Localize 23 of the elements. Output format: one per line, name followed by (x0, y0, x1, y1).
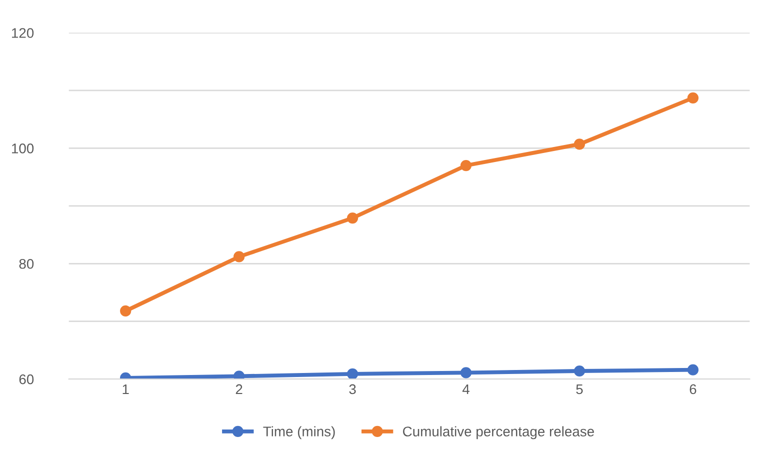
point (346, 368, 358, 380)
y-tick-label: 100 (12, 144, 34, 154)
x-tick-label: 4 (462, 384, 470, 394)
x-tick-label: 1 (122, 384, 129, 394)
y-tick-label: 120 (12, 28, 34, 38)
y-tick-label: 60 (19, 374, 34, 384)
point (346, 212, 358, 224)
point (460, 367, 472, 378)
point (687, 92, 699, 104)
y-tick-label: 80 (19, 258, 34, 269)
point (574, 365, 586, 377)
point (120, 305, 132, 317)
point (234, 251, 245, 262)
x-tick-label: 3 (349, 384, 356, 394)
x-tick-label: 5 (576, 384, 583, 394)
x-tick-label: 6 (690, 384, 696, 394)
legend-label: Cumulative percentage release (403, 426, 594, 440)
point (687, 364, 699, 376)
point (460, 160, 472, 172)
x-tick-label: 2 (236, 384, 242, 394)
point (234, 370, 245, 380)
legend-label: Time (mins) (263, 426, 335, 440)
point (574, 138, 586, 150)
